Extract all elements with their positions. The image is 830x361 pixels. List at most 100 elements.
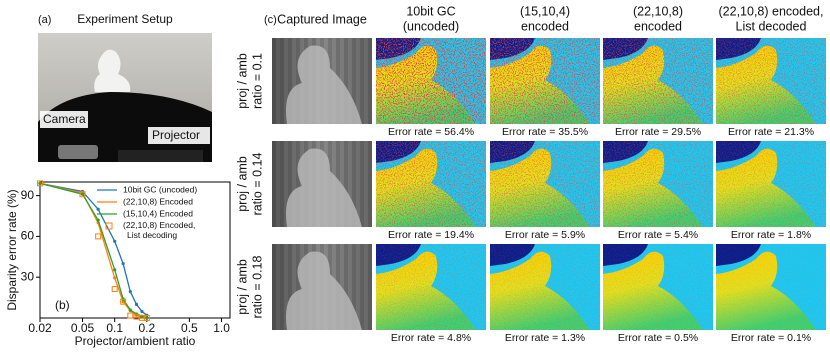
panel-label: (a): [38, 14, 51, 26]
error-rate: Error rate = 21.3%: [728, 126, 814, 138]
depth-noise: [603, 244, 713, 330]
captured-image: [272, 141, 372, 227]
data-point: [145, 316, 149, 320]
photo-label: Projector: [152, 128, 200, 142]
x-tick-label: 0.1: [106, 321, 123, 335]
photo-label: Camera: [43, 112, 86, 126]
data-point: [113, 276, 117, 280]
setup-photo: [38, 33, 212, 162]
x-tick-label: 0.5: [181, 321, 198, 335]
depth-map: [716, 141, 826, 227]
x-tick-label: 1.0: [213, 321, 230, 335]
column-header: (22,10,8): [633, 4, 683, 18]
y-tick-label: 30: [21, 269, 35, 283]
data-point: [111, 286, 118, 293]
legend-label: 10bit GC (uncoded): [123, 184, 197, 194]
error-rate: Error rate = 5.4%: [618, 229, 698, 241]
column-header: (15,10,4): [520, 4, 570, 18]
row-label: ratio = 0.14: [250, 153, 264, 216]
column-header: List decoded: [736, 19, 807, 33]
row-label: ratio = 0.1: [250, 53, 264, 109]
data-point: [127, 312, 134, 319]
depth-map: [376, 141, 486, 227]
data-point: [143, 315, 150, 321]
depth-noise: [376, 141, 486, 227]
depth-map: [490, 244, 600, 330]
depth-noise: [376, 38, 486, 124]
depth-noise: [603, 38, 713, 124]
data-point: [37, 180, 43, 187]
error-rate: Error rate = 0.1%: [731, 332, 811, 344]
error-rate: Error rate = 56.4%: [388, 126, 474, 138]
data-point: [38, 181, 42, 185]
error-rate: Error rate = 1.3%: [505, 332, 585, 344]
captured-image: [272, 38, 372, 124]
legend-marker: [105, 222, 113, 230]
x-axis-label: Projector/ambient ratio: [75, 334, 196, 348]
depth-map: [603, 38, 713, 124]
statue: [286, 45, 362, 124]
data-point: [79, 191, 86, 198]
column-header: 10bit GC: [406, 4, 455, 18]
data-point: [128, 308, 132, 312]
depth-map: [603, 141, 713, 227]
depth-noise: [490, 244, 600, 330]
row-label: proj / amb: [235, 156, 249, 212]
plot-frame: [39, 181, 231, 319]
row-label: proj / amb: [235, 53, 249, 109]
column-header: (uncoded): [403, 19, 459, 33]
panel-title: Experiment Setup: [77, 12, 173, 26]
y-tick-label: 90: [21, 188, 35, 202]
error-rate: Error rate = 35.5%: [502, 126, 588, 138]
data-point: [128, 290, 132, 294]
error-rate: Error rate = 0.5%: [618, 332, 698, 344]
data-point: [113, 268, 117, 272]
panel-label: (c): [264, 14, 277, 26]
depth-noise: [716, 38, 826, 124]
column-header: encoded: [634, 19, 682, 33]
data-point: [96, 218, 100, 222]
data-point: [95, 233, 102, 240]
depth-noise: [603, 141, 713, 227]
data-point: [113, 239, 117, 243]
row-label: proj / amb: [235, 259, 249, 315]
data-point: [121, 262, 125, 266]
captured-image: [272, 244, 372, 330]
data-point: [120, 298, 127, 305]
data-point: [140, 309, 144, 314]
legend-label: (22,10,8) Encoded, List decoding: [123, 220, 195, 240]
depth-map: [490, 38, 600, 124]
error-rate: Error rate = 5.9%: [505, 229, 585, 241]
row-label: ratio = 0.18: [250, 256, 264, 319]
data-point: [96, 207, 100, 211]
statue: [286, 148, 362, 227]
depth-map: [603, 244, 713, 330]
depth-map: [716, 38, 826, 124]
column-header: encoded: [521, 19, 569, 33]
y-axis-label: Disparity error rate (%): [5, 189, 19, 310]
depth-noise: [490, 141, 600, 227]
error-rate: Error rate = 1.8%: [731, 229, 811, 241]
depth-map: [376, 244, 486, 330]
y-tick-label: 60: [21, 229, 35, 243]
column-header: (22,10,8) encoded,: [719, 4, 824, 18]
depth-noise: [716, 141, 826, 227]
error-rate: Error rate = 19.4%: [388, 229, 474, 241]
legend-label: (15,10,4) Encoded: [123, 208, 193, 218]
data-point: [134, 302, 139, 306]
legend-label: (22,10,8) Encoded: [123, 196, 193, 206]
depth-noise: [490, 38, 600, 124]
data-point: [80, 192, 85, 196]
depth-noise: [376, 244, 486, 330]
x-tick-label: 0.05: [71, 321, 95, 335]
x-tick-label: 0.2: [139, 321, 156, 335]
depth-map: [716, 244, 826, 330]
depth-noise: [716, 244, 826, 330]
x-tick-label: 0.02: [28, 321, 52, 335]
depth-map: [490, 141, 600, 227]
depth-map: [376, 38, 486, 124]
error-rate: Error rate = 4.8%: [391, 332, 471, 344]
error-rate: Error rate = 29.5%: [615, 126, 701, 138]
panel-label: (b): [55, 298, 70, 312]
